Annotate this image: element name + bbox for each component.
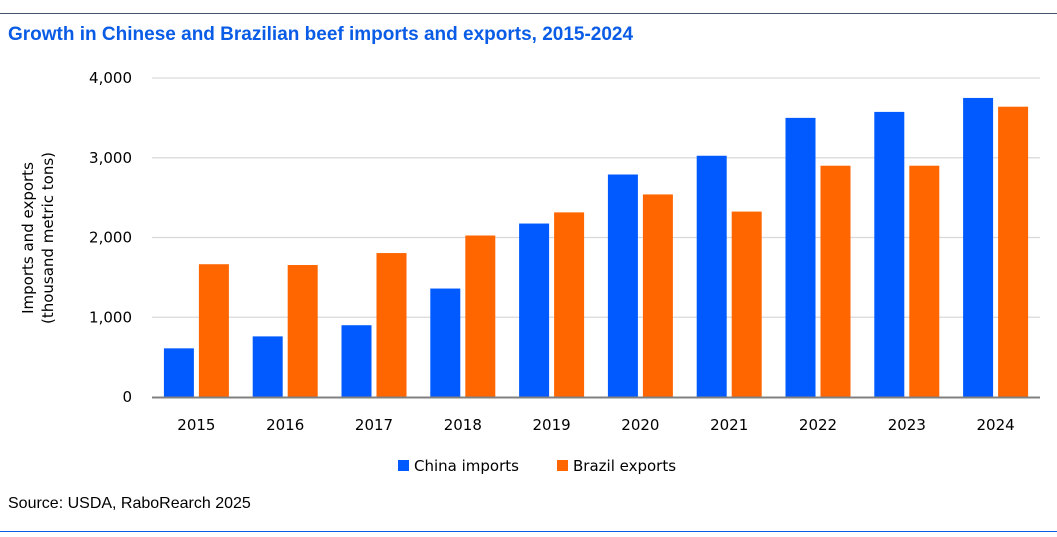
y-axis-label: Imports and exports (thousand metric tons… [19, 152, 57, 324]
x-tick-label: 2022 [799, 416, 837, 434]
x-tick-label: 2021 [710, 416, 748, 434]
source-note: Source: USDA, RaboRearch 2025 [8, 495, 251, 512]
chart-title: Growth in Chinese and Brazilian beef imp… [8, 24, 634, 45]
bar-china-2019 [519, 223, 550, 397]
bar-china-2022 [785, 117, 816, 397]
bar-brazil-2016 [287, 265, 318, 397]
x-tick-label: 2020 [621, 416, 659, 434]
bar-brazil-2017 [376, 253, 407, 397]
bar-china-2017 [341, 325, 372, 397]
bar-china-2021 [696, 155, 727, 397]
bar-brazil-2018 [465, 235, 496, 397]
bar-brazil-2019 [554, 212, 585, 397]
top-rule [0, 13, 1057, 14]
bar-china-2015 [163, 348, 194, 397]
legend-label: China imports [414, 457, 519, 475]
x-tick-label: 2024 [977, 416, 1015, 434]
y-tick-label: 2,000 [89, 229, 132, 247]
x-tick-label: 2023 [888, 416, 926, 434]
legend-swatch-brazil [557, 460, 568, 471]
bar-china-2018 [430, 288, 461, 397]
legend-label: Brazil exports [573, 457, 676, 475]
x-tick-label: 2015 [177, 416, 215, 434]
y-tick-label: 3,000 [89, 149, 132, 167]
bar-brazil-2022 [820, 165, 851, 397]
x-tick-label: 2016 [266, 416, 304, 434]
bar-brazil-2023 [909, 165, 940, 397]
x-tick-label: 2017 [355, 416, 393, 434]
bar-china-2020 [607, 174, 638, 397]
y-tick-label: 1,000 [89, 308, 132, 326]
x-tick-label: 2019 [533, 416, 571, 434]
bar-china-2016 [252, 336, 283, 397]
bar-brazil-2015 [198, 264, 229, 397]
x-tick-label: 2018 [444, 416, 482, 434]
bar-brazil-2024 [998, 106, 1029, 398]
bar-brazil-2020 [642, 194, 673, 397]
bottom-rule [0, 531, 1057, 532]
legend-swatch-china [398, 460, 409, 471]
y-tick-label: 0 [122, 388, 132, 406]
y-tick-label: 4,000 [89, 69, 132, 87]
bar-china-2024 [963, 97, 994, 397]
bar-china-2023 [874, 111, 905, 398]
bar-brazil-2021 [731, 211, 762, 397]
